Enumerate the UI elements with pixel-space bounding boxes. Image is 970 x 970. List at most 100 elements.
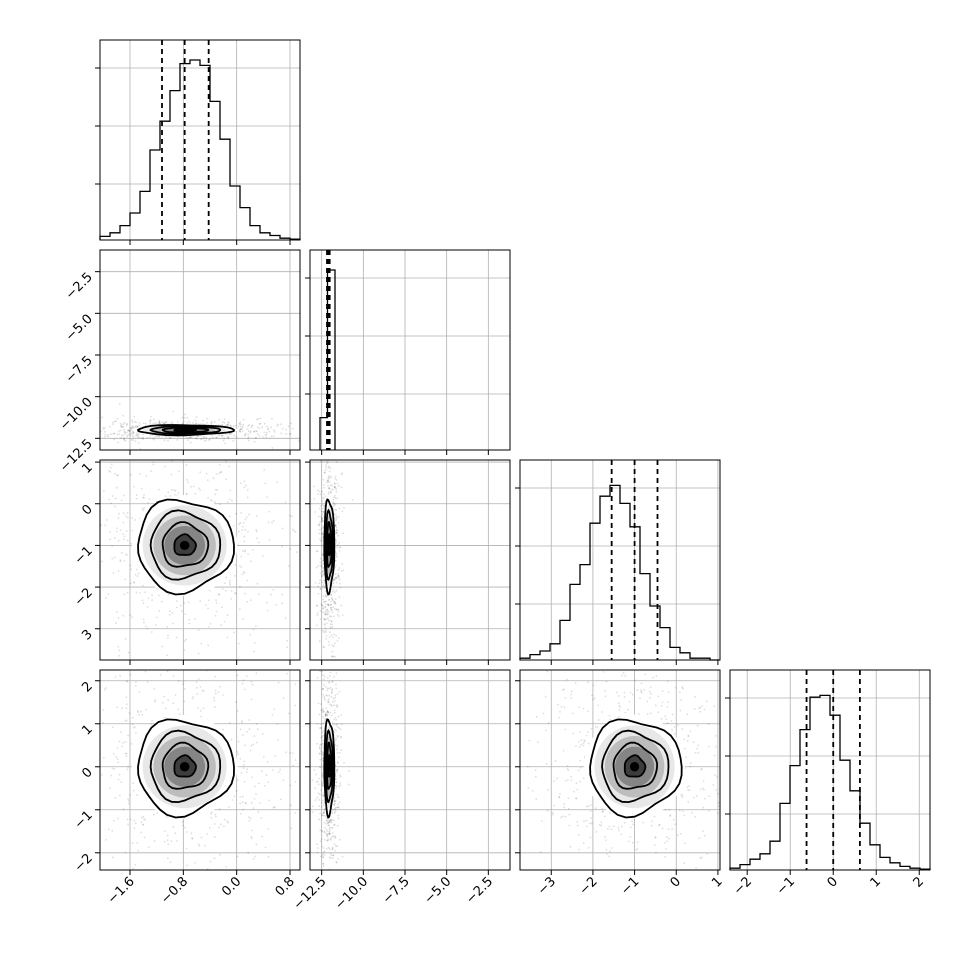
scatter-point <box>302 721 304 723</box>
scatter-point <box>336 744 339 747</box>
scatter-point <box>603 815 606 818</box>
scatter-point <box>702 787 704 790</box>
scatter-point <box>228 583 231 586</box>
scatter-point <box>334 802 337 805</box>
scatter-point <box>210 812 213 815</box>
scatter-point <box>194 861 196 864</box>
scatter-point <box>320 838 323 840</box>
scatter-point <box>303 432 305 434</box>
scatter-point <box>132 435 135 438</box>
scatter-point <box>322 739 325 742</box>
scatter-point <box>337 637 340 640</box>
scatter-point <box>170 460 173 462</box>
scatter-point <box>335 581 338 584</box>
scatter-point <box>289 751 292 754</box>
scatter-point <box>219 685 222 688</box>
scatter-point <box>239 431 242 433</box>
scatter-point <box>206 833 209 835</box>
scatter-point <box>594 725 597 728</box>
scatter-point <box>241 721 243 724</box>
scatter-point <box>331 680 334 683</box>
scatter-point <box>333 810 336 813</box>
scatter-point <box>707 891 709 893</box>
scatter-point <box>338 785 340 788</box>
scatter-point <box>321 575 323 577</box>
scatter-point <box>68 566 70 568</box>
scatter-point <box>322 710 325 713</box>
scatter-point <box>674 823 677 826</box>
scatter-point <box>329 626 332 629</box>
scatter-point <box>215 602 218 604</box>
scatter-point <box>327 833 329 836</box>
scatter-point <box>222 877 224 879</box>
scatter-point <box>324 699 327 702</box>
scatter-point <box>138 592 141 594</box>
scatter-point <box>228 498 231 501</box>
scatter-point <box>177 421 179 423</box>
scatter-point <box>274 806 277 808</box>
scatter-point <box>255 793 257 795</box>
scatter-point <box>328 486 331 489</box>
scatter-point <box>319 793 321 796</box>
scatter-point <box>640 691 643 694</box>
y-tick-label: −1 <box>72 808 96 832</box>
scatter-point <box>229 579 231 582</box>
scatter-point <box>341 563 344 565</box>
scatter-point <box>649 712 652 715</box>
scatter-point <box>535 798 538 801</box>
scatter-point <box>687 734 689 737</box>
scatter-point <box>78 581 80 583</box>
scatter-point <box>579 766 582 769</box>
scatter-point <box>221 606 223 608</box>
scatter-point <box>87 763 89 765</box>
scatter-point <box>298 440 300 442</box>
scatter-point <box>739 826 741 828</box>
scatter-point <box>166 625 169 628</box>
scatter-point <box>331 424 333 426</box>
scatter-point <box>338 546 341 549</box>
scatter-point <box>219 503 222 506</box>
scatter-point <box>119 422 122 425</box>
scatter-point <box>213 823 216 825</box>
scatter-point <box>322 687 325 690</box>
scatter-point <box>295 551 298 553</box>
scatter-point <box>332 578 335 580</box>
scatter-point <box>323 664 325 666</box>
scatter-point <box>322 722 325 725</box>
scatter-point <box>155 435 158 438</box>
scatter-point <box>334 597 337 600</box>
scatter-point <box>207 644 210 647</box>
scatter-point <box>592 698 595 701</box>
scatter-point <box>116 418 119 420</box>
scatter-point <box>111 557 114 560</box>
scatter-point <box>126 434 129 437</box>
scatter-point <box>336 532 338 534</box>
scatter-point <box>319 829 322 832</box>
scatter-point <box>218 593 220 596</box>
scatter-point <box>324 606 326 609</box>
scatter-point <box>105 687 107 689</box>
scatter-point <box>324 436 326 438</box>
scatter-point <box>321 814 323 817</box>
scatter-point <box>114 797 117 799</box>
scatter-point <box>48 582 50 584</box>
scatter-point <box>129 434 132 436</box>
scatter-point <box>323 809 325 811</box>
scatter-point <box>212 875 214 877</box>
scatter-point <box>336 806 339 809</box>
scatter-point <box>143 818 146 820</box>
scatter-point <box>290 827 293 830</box>
scatter-point <box>322 708 325 710</box>
scatter-point <box>498 793 500 795</box>
scatter-point <box>253 430 256 433</box>
scatter-point <box>98 821 100 823</box>
scatter-point <box>171 458 173 460</box>
scatter-point <box>313 485 315 488</box>
scatter-point <box>111 830 114 832</box>
scatter-point <box>325 595 328 598</box>
scatter-point <box>250 680 253 683</box>
x-tick-label: 0 <box>668 874 684 890</box>
scatter-point <box>330 899 332 901</box>
scatter-point <box>646 713 649 715</box>
scatter-point <box>215 610 218 613</box>
